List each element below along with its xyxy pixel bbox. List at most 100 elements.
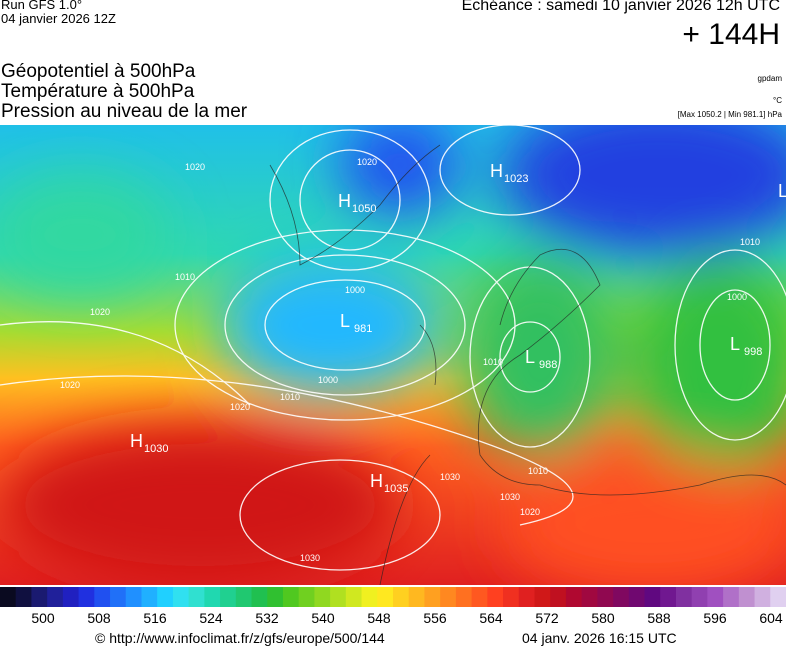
isobar-label: 1010: [175, 272, 195, 282]
color-swatch: [738, 587, 756, 607]
color-swatch: [235, 587, 253, 607]
isobar-label: 1020: [230, 402, 250, 412]
colorbar-tick: 500: [31, 610, 55, 626]
color-swatch: [47, 587, 64, 607]
title-1: Géopotentiel à 500hPa: [1, 61, 196, 82]
color-swatch: [455, 587, 473, 607]
color-swatch: [377, 587, 394, 607]
isobar-label: 1030: [440, 472, 460, 482]
color-swatch: [298, 587, 315, 607]
color-swatch: [534, 587, 551, 607]
colorbar-tick: 508: [87, 610, 111, 626]
center-kind: L: [525, 347, 535, 367]
colorbar-tick: 548: [367, 610, 391, 626]
color-swatch: [581, 587, 598, 607]
center-value: 1023: [504, 173, 528, 185]
color-swatch: [94, 587, 111, 607]
color-swatch: [707, 587, 724, 607]
color-swatch: [660, 587, 677, 607]
color-swatch: [78, 587, 95, 607]
color-swatch: [518, 587, 535, 607]
center-kind: L: [340, 311, 350, 331]
center-value: 981: [354, 323, 372, 335]
colorbar-tick: 596: [703, 610, 727, 626]
run-date: 04 janvier 2026 12Z: [1, 11, 116, 26]
color-swatch: [644, 587, 661, 607]
color-swatch: [408, 587, 425, 607]
isobar-label: 1020: [60, 380, 80, 390]
center-value: 1030: [144, 443, 168, 455]
color-swatch: [424, 587, 441, 607]
color-swatch: [393, 587, 410, 607]
valid-time: Echéance : samedi 10 janvier 2026 12h UT…: [461, 0, 780, 14]
colorbar-tick: 524: [199, 610, 223, 626]
color-swatch: [723, 587, 740, 607]
color-swatch: [188, 587, 205, 607]
colorbar: [0, 587, 786, 607]
center-value: 998: [744, 346, 762, 358]
color-swatch: [691, 587, 708, 607]
color-swatch: [565, 587, 583, 607]
isobar-label: 1000: [345, 285, 365, 295]
color-swatch: [31, 587, 48, 607]
isobar-label: 1010: [740, 237, 760, 247]
source: © http://www.infoclimat.fr/z/gfs/europe/…: [95, 630, 385, 646]
color-swatch: [471, 587, 488, 607]
unit: gpdam: [757, 74, 782, 83]
color-swatch: [675, 587, 693, 607]
color-swatch: [251, 587, 268, 607]
isobar-label: 1020: [185, 162, 205, 172]
center-kind: H: [370, 471, 383, 491]
colorbar-tick: 540: [311, 610, 335, 626]
color-swatch: [110, 587, 127, 607]
center-kind: H: [490, 161, 503, 181]
center-kind: H: [130, 431, 143, 451]
title-3: Pression au niveau de la mer: [1, 101, 248, 122]
color-swatch: [330, 587, 347, 607]
lead-time: + 144H: [682, 18, 780, 51]
color-swatch: [597, 587, 614, 607]
color-swatch: [754, 587, 771, 607]
color-swatch: [613, 587, 630, 607]
color-swatch: [172, 587, 190, 607]
isobar-label: 1030: [300, 553, 320, 563]
unit: °C: [773, 96, 782, 105]
center-value: 1035: [384, 483, 408, 495]
color-swatch: [204, 587, 221, 607]
colorbar-tick: 532: [255, 610, 279, 626]
color-swatch: [628, 587, 646, 607]
color-swatch: [314, 587, 331, 607]
isobar-label: 1000: [318, 375, 338, 385]
color-swatch: [282, 587, 300, 607]
color-swatch: [550, 587, 567, 607]
color-swatch: [770, 587, 786, 607]
center-kind: L: [730, 334, 740, 354]
color-swatch: [125, 587, 142, 607]
isobar-label: 1020: [90, 307, 110, 317]
colorbar-tick: 556: [423, 610, 447, 626]
color-swatch: [440, 587, 457, 607]
color-swatch: [141, 587, 158, 607]
color-swatch: [487, 587, 504, 607]
color-swatch: [0, 587, 17, 607]
isobar-label: 1010: [483, 357, 503, 367]
isobar-label: 1020: [520, 507, 540, 517]
isobar-label: 1010: [528, 466, 548, 476]
colorbar-tick: 572: [535, 610, 559, 626]
color-swatch: [361, 587, 378, 607]
isobar-label: 1000: [727, 292, 747, 302]
color-swatch: [15, 587, 32, 607]
colorbar-tick: 580: [591, 610, 615, 626]
isobar-label: 1020: [357, 157, 377, 167]
center-value: 1050: [352, 203, 376, 215]
colorbar-tick: 516: [143, 610, 167, 626]
color-swatch: [345, 587, 363, 607]
run: Run GFS 1.0°: [1, 0, 83, 12]
colorbar-tick: 564: [479, 610, 503, 626]
generated: 04 janv. 2026 16:15 UTC: [522, 630, 677, 646]
color-swatch: [157, 587, 174, 607]
center-value: 988: [539, 359, 557, 371]
unit: [Max 1050.2 | Min 981.1] hPa: [677, 110, 782, 119]
